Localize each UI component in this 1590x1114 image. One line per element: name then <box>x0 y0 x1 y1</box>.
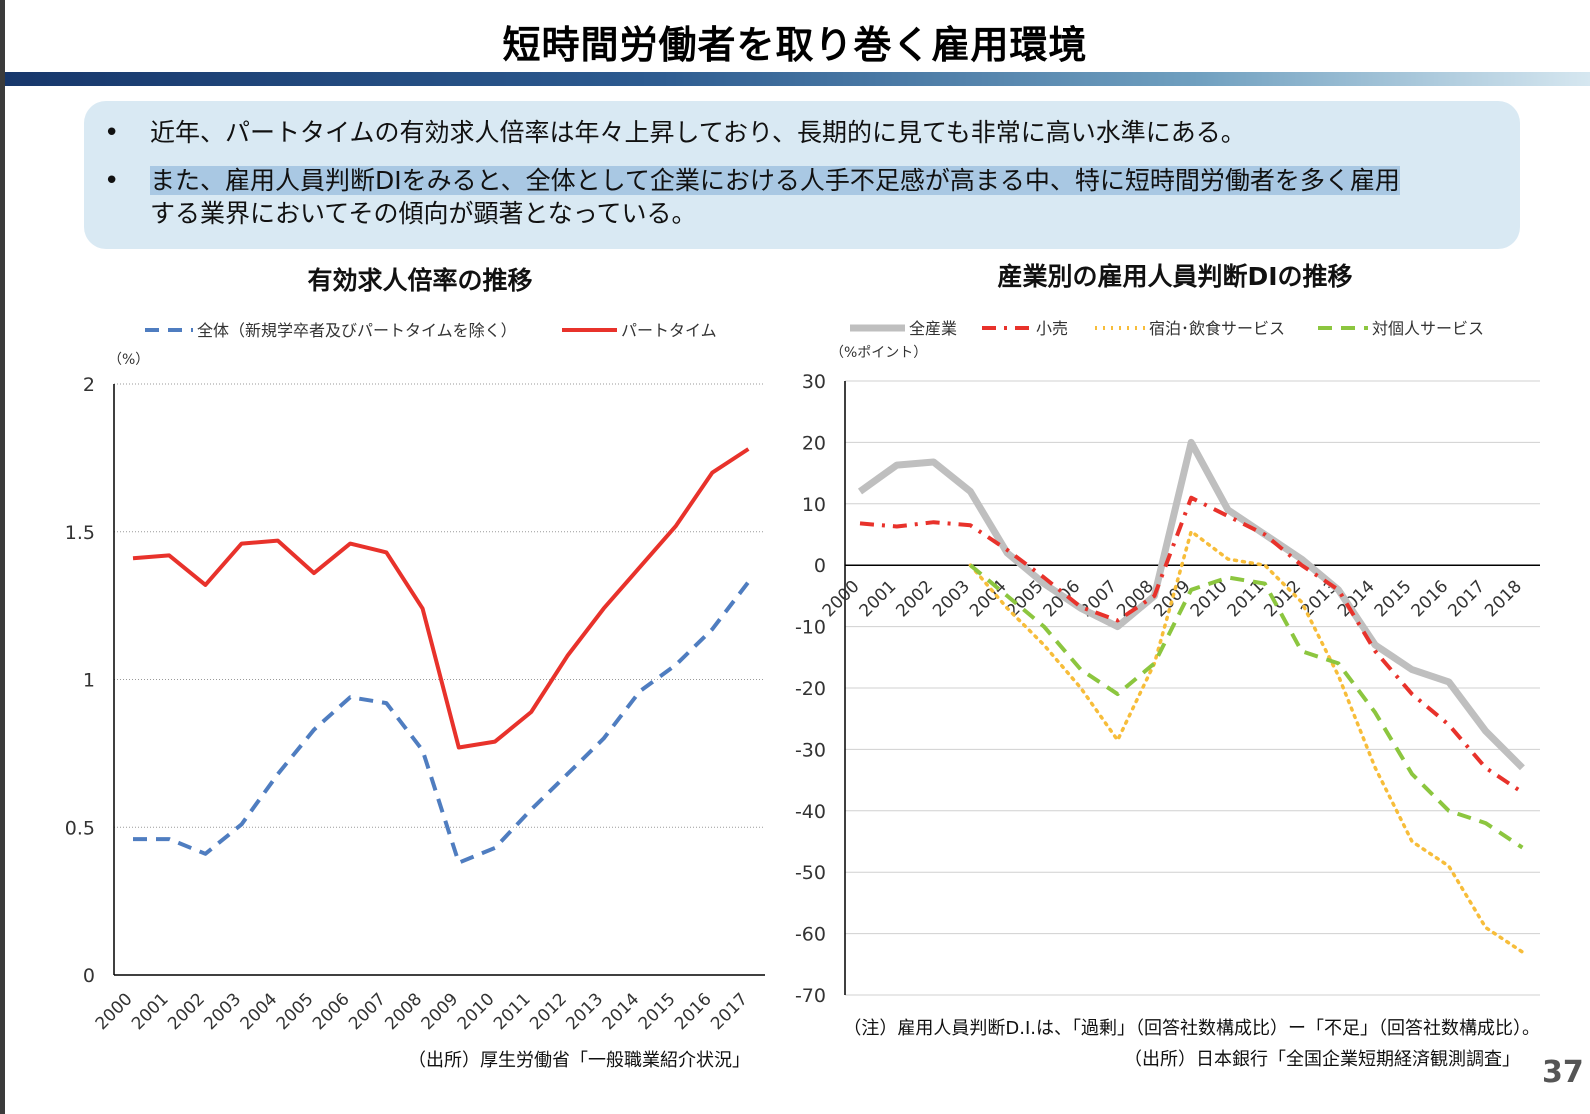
x-tick-label: 2008 <box>381 989 426 1034</box>
y-tick-label: 0 <box>814 555 826 577</box>
x-tick-label: 2005 <box>273 989 318 1034</box>
series-line <box>859 495 1524 795</box>
series-line <box>968 529 1525 954</box>
bullet-marker: • <box>104 166 120 196</box>
x-tick-label: 2016 <box>1408 577 1453 622</box>
legend-label: 宿泊･飲食サービス <box>1149 319 1285 338</box>
title-underline-bar <box>5 72 1590 86</box>
series-line <box>857 438 1525 771</box>
x-tick-label: 2006 <box>309 989 354 1034</box>
x-tick-label: 2004 <box>237 989 282 1034</box>
y-tick-label: -50 <box>795 862 826 884</box>
highlighted-text: また、雇用人員判断DIをみると、全体として企業における人手不足感が高まる中、特に… <box>150 166 1400 195</box>
y-tick-label: 1 <box>83 670 95 692</box>
y-tick-label: -40 <box>795 801 826 823</box>
legend-label: 対個人サービス <box>1372 319 1484 338</box>
x-tick-label: 2002 <box>892 577 937 622</box>
x-tick-label: 2017 <box>1444 577 1489 622</box>
series-line <box>133 580 750 865</box>
series-line <box>132 447 750 750</box>
y-tick-label: 30 <box>802 371 826 393</box>
bullet-text-2: また、雇用人員判断DIをみると、全体として企業における人手不足感が高まる中、特に… <box>150 164 1490 230</box>
x-tick-label: 2000 <box>92 989 137 1034</box>
x-tick-label: 2002 <box>164 989 209 1034</box>
y-tick-label: -70 <box>795 985 826 1007</box>
y-tick-label: -10 <box>795 617 826 639</box>
slide-left-edge <box>0 0 5 1114</box>
x-tick-label: 2001 <box>856 577 901 622</box>
chart-note: （注）雇用人員判断D.I.は、「過剰」（回答社数構成比）ー「不足」（回答社数構成… <box>843 1018 1540 1039</box>
y-tick-label: 0 <box>83 965 95 987</box>
x-tick-label: 2015 <box>1371 577 1416 622</box>
x-tick-label: 2007 <box>345 989 390 1034</box>
legend-label: パートタイム <box>621 321 717 340</box>
legend-label: 全体（新規学卒者及びパートタイムを除く） <box>197 321 517 340</box>
x-tick-label: 2013 <box>562 989 607 1034</box>
x-tick-label: 2012 <box>526 989 571 1034</box>
bullet-text-1: 近年、パートタイムの有効求人倍率は年々上昇しており、長期的に見ても非常に高い水準… <box>150 118 1246 147</box>
x-tick-label: 2004 <box>966 577 1011 622</box>
page-number: 37 <box>1542 1055 1584 1090</box>
x-tick-label: 2010 <box>454 989 499 1034</box>
slide-title: 短時間労働者を取り巻く雇用環境 <box>502 23 1088 67</box>
y-tick-label: 1.5 <box>65 522 95 544</box>
x-tick-label: 2003 <box>200 989 245 1034</box>
bullet-marker: • <box>104 118 120 148</box>
x-tick-label: 2017 <box>707 989 752 1034</box>
x-tick-label: 2009 <box>418 989 463 1034</box>
y-tick-label: -20 <box>795 678 826 700</box>
legend-label: 小売 <box>1036 319 1068 338</box>
series-line <box>969 563 1524 850</box>
y-tick-label: -60 <box>795 924 826 946</box>
y-unit-label: （%） <box>108 352 149 368</box>
bullet-text-2-cont: する業界においてその傾向が顕著となっている。 <box>150 199 697 228</box>
x-tick-label: 2014 <box>599 989 644 1034</box>
legend-label: 全産業 <box>909 319 957 338</box>
x-tick-label: 2001 <box>128 989 173 1034</box>
x-tick-label: 2003 <box>929 577 974 622</box>
chart-source: （出所）日本銀行「全国企業短期経済観測調査」 <box>1124 1049 1520 1070</box>
chart-source: （出所）厚生労働省「一般職業紹介状況」 <box>408 1050 750 1071</box>
y-tick-label: 2 <box>83 374 95 396</box>
chart-title: 産業別の雇用人員判断DIの推移 <box>997 262 1352 291</box>
y-unit-label: （%ポイント） <box>830 345 927 361</box>
x-tick-label: 2011 <box>490 989 535 1034</box>
y-tick-label: 0.5 <box>65 817 95 839</box>
chart-title: 有効求人倍率の推移 <box>307 266 532 295</box>
y-tick-label: -30 <box>795 739 826 761</box>
x-tick-label: 2015 <box>635 989 680 1034</box>
x-tick-label: 2000 <box>819 577 864 622</box>
y-tick-label: 10 <box>802 494 826 516</box>
x-tick-label: 2016 <box>671 989 716 1034</box>
x-tick-label: 2018 <box>1481 577 1526 622</box>
y-tick-label: 20 <box>802 432 826 454</box>
